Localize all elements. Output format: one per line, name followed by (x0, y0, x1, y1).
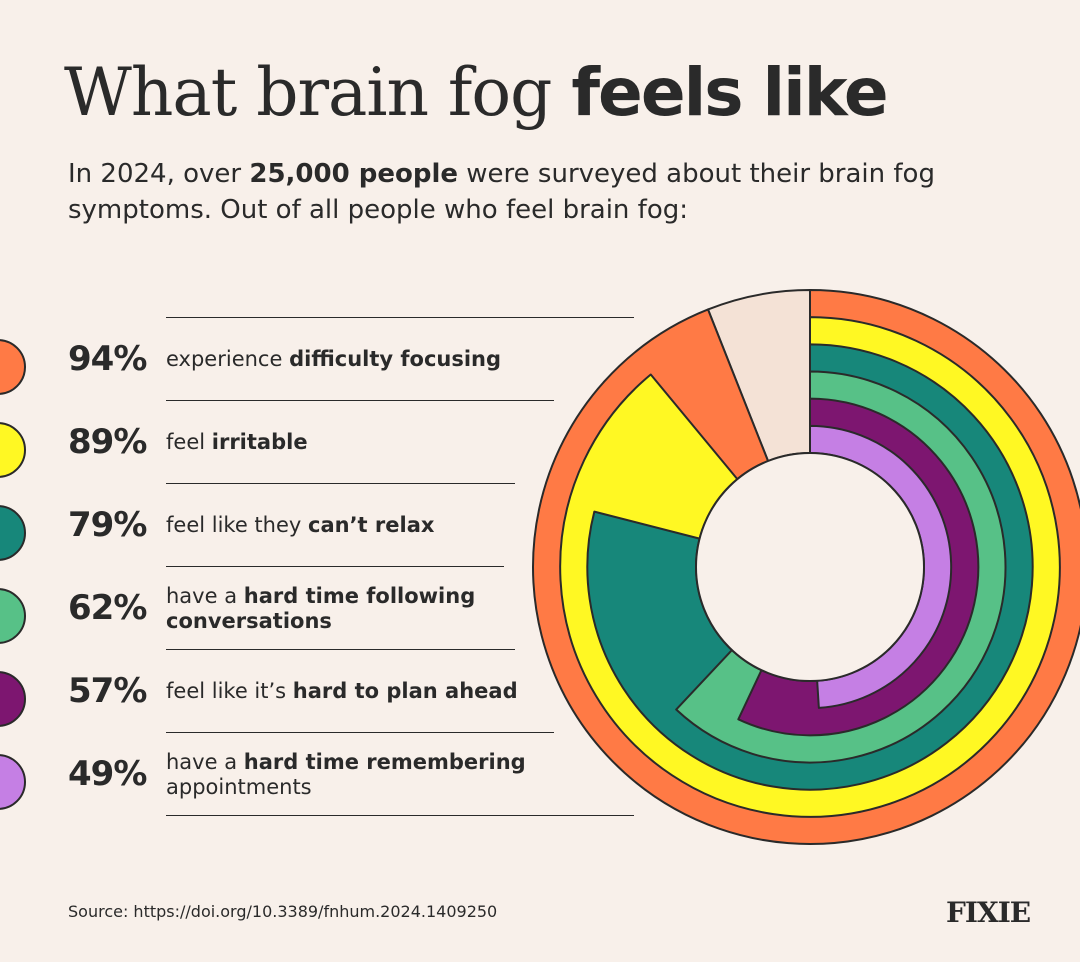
subtitle-bold: 25,000 people (249, 159, 459, 189)
divider-line (166, 566, 504, 567)
divider-line (166, 649, 515, 650)
legend-percent: 57% (68, 671, 147, 711)
fixie-logo: FIXIE (946, 896, 1031, 929)
legend-label: feel irritable (166, 430, 308, 454)
legend-row-cant-relax: 79% feel like they can’t relax (0, 484, 640, 567)
legend-percent: 79% (68, 505, 147, 545)
chart-center-hole (695, 452, 925, 682)
legend-label: have a hard time remembering appointments (166, 749, 526, 799)
legend-percent: 62% (68, 588, 147, 628)
subtitle: In 2024, over 25,000 people were surveye… (68, 156, 968, 228)
title-regular: What brain fog (64, 54, 552, 131)
title-bold: feels like (571, 54, 888, 131)
legend-label: experience difficulty focusing (166, 347, 502, 371)
divider-line (166, 815, 634, 816)
subtitle-part1: In 2024, over (68, 159, 242, 189)
divider-line (166, 483, 515, 484)
legend-row-remembering-appointments: 49% have a hard time remembering appointm… (0, 733, 640, 816)
legend-row-irritable: 89% feel irritable (0, 401, 640, 484)
divider-line (166, 400, 554, 401)
legend-label: have a hard time following conversations (166, 583, 476, 633)
page-title: What brain fog feels like (64, 60, 889, 126)
subtitle-part2: were surveyed about their brain fog symp… (68, 159, 935, 225)
legend-percent: 49% (68, 754, 147, 794)
legend-row-plan-ahead: 57% feel like it’s hard to plan ahead (0, 650, 640, 733)
legend-percent: 89% (68, 422, 147, 462)
legend-label: feel like it’s hard to plan ahead (166, 679, 518, 703)
legend-percent: 94% (68, 339, 147, 379)
source-citation: Source: https://doi.org/10.3389/fnhum.20… (68, 902, 498, 921)
legend-row-difficulty-focusing: 94% experience difficulty focusing (0, 318, 640, 401)
legend-row-following-conversations: 62% have a hard time following conversat… (0, 567, 640, 650)
legend-label: feel like they can’t relax (166, 513, 435, 537)
divider-line (166, 732, 554, 733)
divider-line (166, 317, 634, 318)
